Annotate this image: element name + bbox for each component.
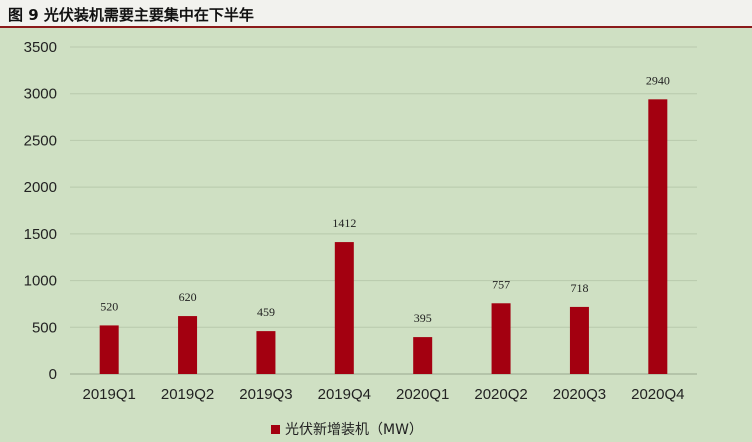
legend-swatch [271,424,280,434]
y-tick-label: 1000 [24,273,57,290]
title-bar: 图 9 光伏装机需要主要集中在下半年 [0,0,752,28]
x-tick-label: 2019Q2 [161,386,214,403]
data-label: 620 [179,290,197,304]
bar [334,242,354,374]
bar [178,316,198,374]
data-label: 718 [570,281,588,295]
data-label: 757 [492,277,510,291]
x-tick-label: 2019Q1 [82,386,135,403]
x-tick-label: 2020Q4 [631,386,684,403]
bar [491,303,511,374]
data-label: 520 [100,299,118,313]
y-tick-label: 3500 [24,39,57,56]
bar [648,99,668,374]
bar [256,331,276,374]
y-tick-label: 2000 [24,179,57,196]
y-tick-label: 2500 [24,132,57,149]
x-tick-label: 2019Q4 [318,386,371,403]
data-label: 395 [414,311,432,325]
y-tick-label: 500 [32,319,57,336]
x-tick-label: 2019Q3 [239,386,292,403]
y-tick-label: 0 [49,366,57,383]
y-tick-label: 1500 [24,226,57,243]
chart-title: 图 9 光伏装机需要主要集中在下半年 [8,6,254,24]
bar [413,337,433,374]
x-tick-label: 2020Q1 [396,386,449,403]
legend: 光伏新增装机（MW） [271,419,423,439]
legend-label: 光伏新增装机（MW） [285,422,423,438]
data-label: 2940 [646,73,670,87]
y-tick-label: 3000 [24,86,57,103]
bar [99,325,119,374]
bar [569,306,589,374]
data-label: 1412 [332,216,356,230]
x-tick-label: 2020Q3 [553,386,606,403]
x-tick-label: 2020Q2 [474,386,527,403]
data-label: 459 [257,305,275,319]
